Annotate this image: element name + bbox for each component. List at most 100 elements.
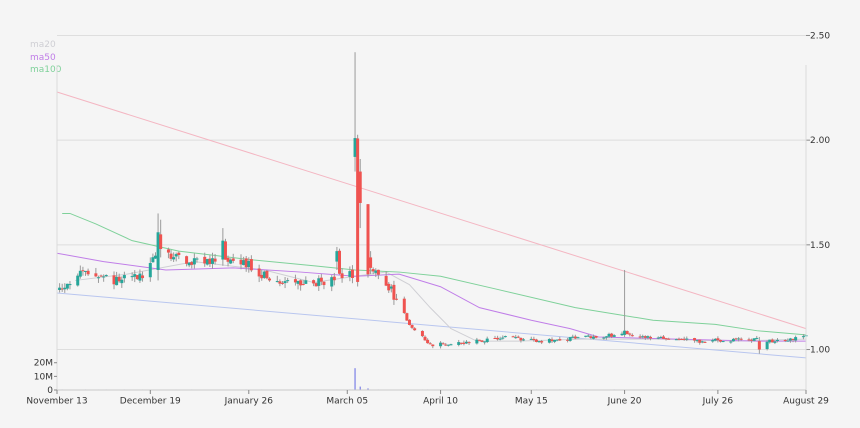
candle-body xyxy=(620,333,624,336)
candle-body xyxy=(185,256,189,264)
candle-up xyxy=(78,265,82,279)
candle-body xyxy=(387,283,391,291)
candle-body xyxy=(99,275,103,277)
candle-body xyxy=(794,337,798,341)
candle-body xyxy=(555,339,559,341)
candle-body xyxy=(612,335,616,337)
candle-down xyxy=(278,279,282,287)
candle-down xyxy=(60,283,64,292)
candle-down xyxy=(319,274,323,286)
candle-body xyxy=(280,282,284,284)
candle-up xyxy=(446,344,450,347)
candle-down xyxy=(426,338,430,344)
candle-down xyxy=(337,248,341,275)
candle-down xyxy=(496,335,500,341)
candle-up xyxy=(286,277,290,284)
candle-up xyxy=(752,338,756,342)
candle-body xyxy=(283,281,287,284)
trendline xyxy=(56,91,807,330)
candle-up xyxy=(604,335,608,340)
ma20-line xyxy=(75,261,807,342)
candle-body xyxy=(244,258,248,268)
candle-body xyxy=(169,253,173,259)
candle-down xyxy=(141,271,145,282)
legend-ma100[interactable]: ma100 xyxy=(30,65,62,75)
candle-body xyxy=(734,338,738,340)
candle-up xyxy=(317,275,321,291)
candle-body xyxy=(638,336,642,338)
candle-body xyxy=(729,341,733,343)
candle-body xyxy=(522,339,526,341)
candle-body xyxy=(141,275,145,279)
candle-body xyxy=(247,260,251,268)
candle-body xyxy=(444,344,448,346)
date-tick-label: November 13 xyxy=(26,397,87,407)
candle-up xyxy=(247,257,251,273)
price-grid xyxy=(57,34,806,351)
candle-body xyxy=(192,258,196,265)
candle-up xyxy=(586,334,590,338)
candle-body xyxy=(547,338,551,343)
candle-body xyxy=(112,275,116,285)
candle-up xyxy=(221,228,225,266)
candle-body xyxy=(682,338,686,340)
candle-body xyxy=(332,276,336,281)
candle-body xyxy=(190,262,194,265)
candle-body xyxy=(156,232,160,270)
candle-body xyxy=(104,275,108,277)
candle-up xyxy=(576,336,580,339)
candle-body xyxy=(770,339,774,343)
candle-up xyxy=(623,269,627,337)
candle-body xyxy=(312,280,316,284)
legend-ma50[interactable]: ma50 xyxy=(30,53,56,63)
candle-body xyxy=(573,336,577,339)
candle-up xyxy=(794,335,798,343)
candle-down xyxy=(420,330,424,338)
candle-body xyxy=(335,251,339,262)
candle-body xyxy=(314,283,318,287)
candle-body xyxy=(630,335,634,337)
candle-body xyxy=(625,331,629,335)
candle-up xyxy=(211,252,215,269)
candle-body xyxy=(231,258,235,261)
candle-body xyxy=(337,250,341,274)
candle-body xyxy=(553,340,557,342)
candle-body xyxy=(86,270,90,275)
candle-body xyxy=(96,277,100,279)
candle-down xyxy=(312,279,316,287)
candle-up xyxy=(84,270,88,276)
candle-body xyxy=(646,336,650,338)
candle-down xyxy=(86,268,90,276)
candle-body xyxy=(480,340,484,342)
candle-body xyxy=(534,339,538,342)
candle-up xyxy=(122,271,126,283)
candle-body xyxy=(737,338,741,340)
candle-body xyxy=(265,270,269,279)
candle-body xyxy=(680,338,684,340)
candle-body xyxy=(511,336,515,338)
candle-down xyxy=(301,280,305,286)
candle-body xyxy=(747,339,751,341)
candle-up xyxy=(449,343,453,346)
candle-body xyxy=(439,342,443,347)
candle-down xyxy=(441,342,445,345)
candle-body xyxy=(496,337,500,340)
candle-body xyxy=(783,340,787,342)
candle-body xyxy=(643,336,647,338)
candle-body xyxy=(566,339,570,341)
candle-up xyxy=(348,266,352,282)
candle-down xyxy=(177,251,181,260)
candle-body xyxy=(166,249,170,253)
candle-down xyxy=(625,330,629,335)
candle-down xyxy=(244,256,248,272)
candle-body xyxy=(441,343,445,345)
candle-up xyxy=(229,258,233,265)
legend-ma20[interactable]: ma20 xyxy=(30,40,56,50)
candle-up xyxy=(374,268,378,278)
candle-up xyxy=(389,284,393,293)
candle-body xyxy=(431,344,435,347)
candle-down xyxy=(573,334,577,340)
candle-body xyxy=(716,338,720,341)
candle-down xyxy=(739,337,743,341)
candle-down xyxy=(280,281,284,285)
